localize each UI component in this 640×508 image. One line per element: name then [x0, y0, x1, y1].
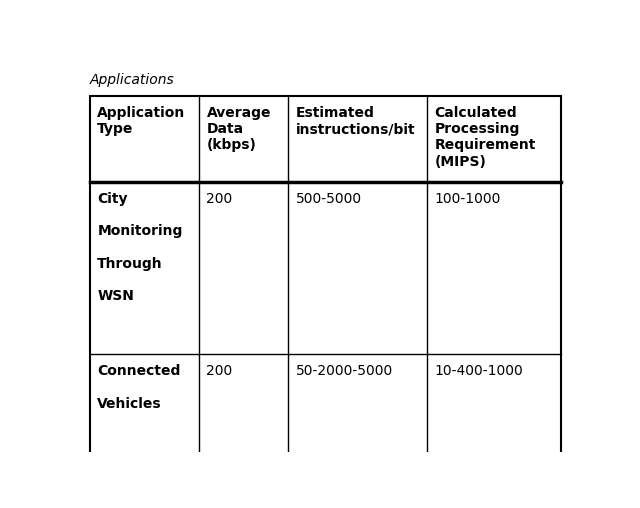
Text: 200: 200 — [207, 364, 233, 378]
Text: Calculated
Processing
Requirement
(MIPS): Calculated Processing Requirement (MIPS) — [435, 106, 536, 169]
Text: City

Monitoring

Through

WSN: City Monitoring Through WSN — [97, 192, 183, 303]
Text: 10-400-1000: 10-400-1000 — [435, 364, 524, 378]
Text: 500-5000: 500-5000 — [296, 192, 362, 206]
Text: 50-2000-5000: 50-2000-5000 — [296, 364, 393, 378]
Text: Application
Type: Application Type — [97, 106, 186, 136]
Text: 100-1000: 100-1000 — [435, 192, 501, 206]
Text: Estimated
instructions/bit: Estimated instructions/bit — [296, 106, 415, 136]
Text: 200: 200 — [207, 192, 233, 206]
Text: Average
Data
(kbps): Average Data (kbps) — [207, 106, 271, 152]
Text: Applications: Applications — [90, 73, 175, 87]
Text: Connected

Vehicles: Connected Vehicles — [97, 364, 180, 410]
